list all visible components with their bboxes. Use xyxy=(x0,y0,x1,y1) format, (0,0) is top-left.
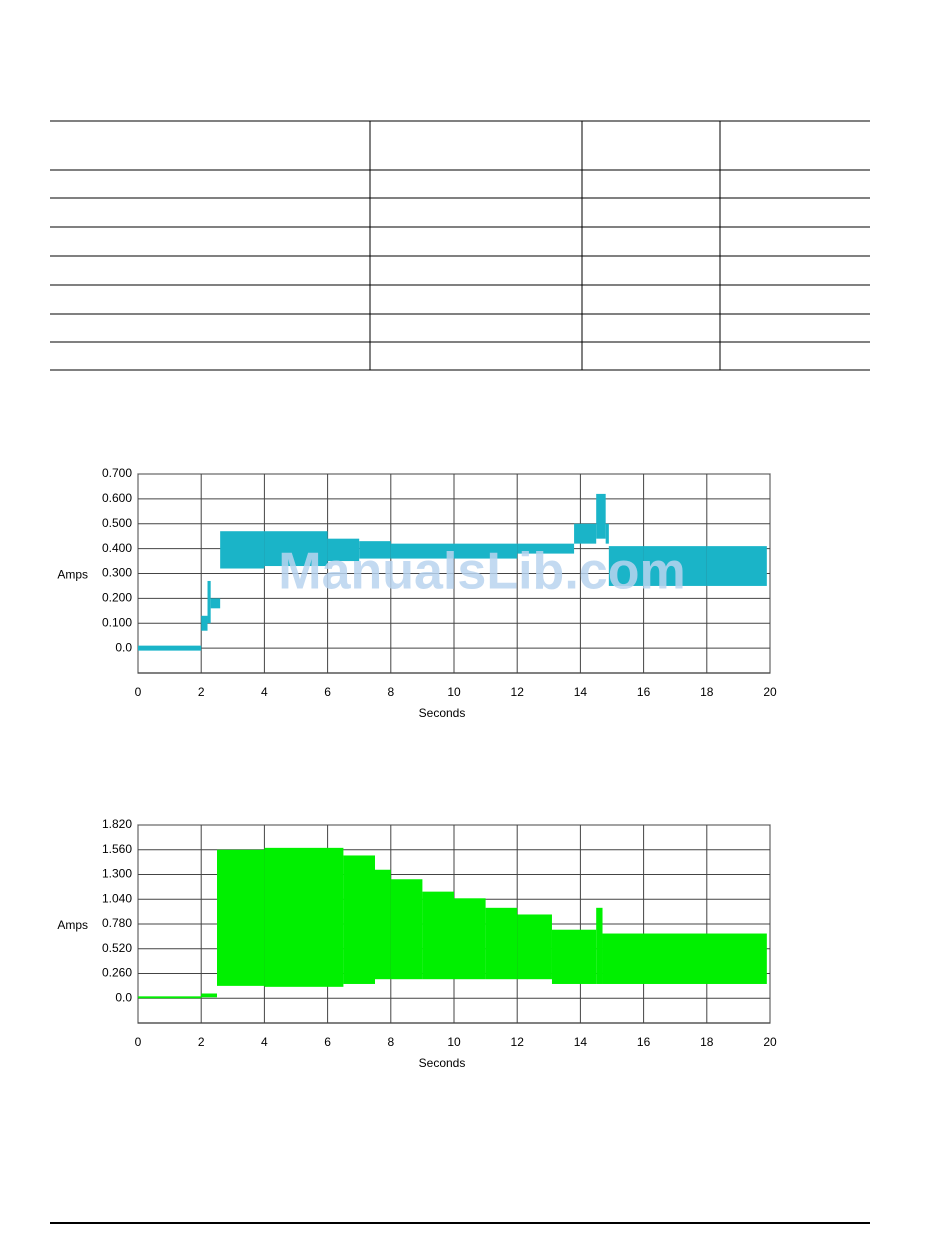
band-segment xyxy=(390,543,454,559)
y-tick-label: 0.700 xyxy=(102,466,132,480)
band-segment xyxy=(343,855,375,984)
band-segment xyxy=(596,907,603,984)
y-tick-label: 0.0 xyxy=(115,990,132,1004)
band-segment xyxy=(485,907,518,980)
band-segment xyxy=(517,543,575,554)
y-tick-label: 0.260 xyxy=(102,966,132,980)
y-axis-label: Amps xyxy=(57,568,88,582)
band-segment xyxy=(264,847,344,987)
band-segment xyxy=(201,615,208,631)
band-segment xyxy=(596,493,606,539)
y-tick-label: 0.200 xyxy=(102,591,132,605)
band-segment xyxy=(138,645,202,651)
y-tick-label: 0.780 xyxy=(102,916,132,930)
watermark: ManualsLib.com xyxy=(278,543,685,601)
table xyxy=(50,120,870,371)
band-segment xyxy=(375,869,391,980)
band-segment xyxy=(574,523,597,544)
x-tick-label: 6 xyxy=(324,1035,331,1049)
y-tick-label: 0.100 xyxy=(102,615,132,629)
band-segment xyxy=(605,523,609,544)
band-segment xyxy=(264,531,296,567)
x-tick-label: 18 xyxy=(700,1035,714,1049)
x-tick-label: 14 xyxy=(574,1035,588,1049)
band-segment xyxy=(210,598,221,609)
band-segment xyxy=(551,929,597,984)
y-tick-label: 1.300 xyxy=(102,867,132,881)
x-tick-label: 8 xyxy=(387,685,394,699)
band-segment xyxy=(602,933,767,984)
x-axis-label: Seconds xyxy=(419,1056,466,1070)
band-segment xyxy=(706,546,767,586)
x-axis-label: Seconds xyxy=(419,706,466,720)
band-segment xyxy=(643,546,707,586)
x-tick-label: 8 xyxy=(387,1035,394,1049)
band-segment xyxy=(390,879,423,980)
chart: 0 2 4 6 8 10 12 14 16 18 20 0.0 0.260 0.520 0.780 1.040… xyxy=(57,817,777,1070)
band-segment xyxy=(517,914,552,980)
y-tick-label: 1.040 xyxy=(102,891,132,905)
x-tick-label: 2 xyxy=(198,685,205,699)
band-segment xyxy=(217,849,265,986)
x-tick-label: 12 xyxy=(511,1035,525,1049)
y-tick-label: 0.520 xyxy=(102,941,132,955)
x-tick-label: 4 xyxy=(261,685,268,699)
y-tick-label: 0.400 xyxy=(102,541,132,555)
x-tick-label: 18 xyxy=(700,685,714,699)
x-tick-label: 10 xyxy=(447,1035,461,1049)
chart: 0 2 4 6 8 10 12 14 16 18 20 0.0 0.100 0.200 0.300 0.400… xyxy=(57,466,777,720)
band-segment xyxy=(207,580,211,624)
band-segment xyxy=(454,543,518,559)
x-tick-label: 12 xyxy=(511,685,525,699)
x-tick-label: 4 xyxy=(261,1035,268,1049)
charts: 0 2 4 6 8 10 12 14 16 18 200.00.1000.2000.3000.400… xyxy=(57,466,777,1070)
band-segment xyxy=(327,538,360,562)
x-tick-label: 20 xyxy=(763,1035,777,1049)
x-tick-label: 16 xyxy=(637,685,651,699)
y-tick-label: 1.560 xyxy=(102,842,132,856)
band-segment xyxy=(296,531,328,567)
y-tick-label: 1.820 xyxy=(102,817,132,831)
x-tick-label: 10 xyxy=(447,685,461,699)
y-tick-label: 0.0 xyxy=(115,640,132,654)
y-tick-label: 0.500 xyxy=(102,516,132,530)
band-segment xyxy=(201,993,217,998)
x-tick-label: 14 xyxy=(574,685,588,699)
band-segment xyxy=(608,546,644,586)
x-tick-label: 16 xyxy=(637,1035,651,1049)
y-tick-label: 0.600 xyxy=(102,491,132,505)
band-segment xyxy=(422,891,454,980)
x-tick-label: 6 xyxy=(324,685,331,699)
band-segment xyxy=(138,996,202,999)
y-tick-label: 0.300 xyxy=(102,566,132,580)
x-tick-label: 20 xyxy=(763,685,777,699)
x-tick-label: 0 xyxy=(135,1035,142,1049)
x-tick-label: 0 xyxy=(135,685,142,699)
y-axis-label: Amps xyxy=(57,918,88,932)
band-segment xyxy=(220,531,265,569)
band-segment xyxy=(454,898,486,980)
band-segment xyxy=(359,541,391,559)
x-tick-label: 2 xyxy=(198,1035,205,1049)
